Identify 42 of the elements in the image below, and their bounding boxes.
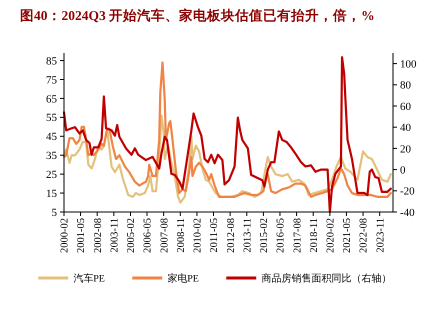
- x-tick-label: 2012-08: [226, 218, 237, 253]
- x-tick-label: 2018-11: [308, 218, 320, 253]
- y2-tick-label: 80: [400, 80, 412, 92]
- x-tick-label: 2020-02: [326, 218, 337, 253]
- x-tick-label: 2006-05: [142, 218, 154, 253]
- y2-tick-label: 100: [400, 58, 417, 70]
- legend-label: 商品房销售面积同比（右轴）: [261, 272, 392, 284]
- y-tick-label: 85: [46, 55, 58, 68]
- y-tick-label: 35: [46, 150, 58, 162]
- legend-label: 家电PE: [167, 272, 199, 284]
- x-tick-label: 2022-08: [358, 218, 370, 253]
- line-series: [62, 114, 392, 204]
- x-tick-label: 2003-11: [110, 218, 120, 253]
- x-tick-label: 2005-02: [126, 218, 138, 253]
- chart-title: 图40：2024Q3 开始汽车、家电板块估值已有抬升，倍，%: [20, 7, 375, 23]
- y-tick-label: 75: [46, 74, 58, 86]
- y2-tick-label: 60: [400, 100, 412, 113]
- y2-tick-label: -20: [400, 186, 416, 198]
- x-tick-label: 2015-02: [259, 218, 270, 253]
- x-tick-label: 2021-05: [342, 218, 354, 253]
- y2-tick-label: -40: [400, 206, 416, 219]
- y2-tick-label: 0: [400, 164, 406, 176]
- y-tick-label: 15: [46, 188, 58, 200]
- x-tick-label: 2007-08: [159, 218, 170, 253]
- x-tick-label: 2023-11: [375, 218, 386, 253]
- y-tick-label: 65: [46, 93, 58, 106]
- y-tick-label: 5: [52, 206, 58, 219]
- x-tick-label: 2001-05: [76, 218, 88, 253]
- x-tick-label: 2011-05: [209, 218, 220, 253]
- x-tick-label: 2017-08: [292, 218, 304, 253]
- x-tick-label: 2010-02: [192, 218, 204, 253]
- x-tick-label: 2016-05: [276, 218, 287, 253]
- x-tick-label: 2002-08: [92, 218, 104, 253]
- y2-tick-label: 40: [400, 122, 412, 134]
- x-tick-label: 2000-02: [60, 218, 71, 253]
- y-tick-label: 55: [46, 112, 58, 124]
- legend-label: 汽车PE: [73, 272, 105, 284]
- y2-tick-label: 20: [400, 143, 412, 156]
- x-tick-label: 2013-11: [242, 218, 254, 253]
- y-tick-label: 45: [46, 131, 58, 144]
- x-tick-label: 2008-11: [176, 218, 187, 253]
- y-tick-label: 25: [46, 168, 58, 181]
